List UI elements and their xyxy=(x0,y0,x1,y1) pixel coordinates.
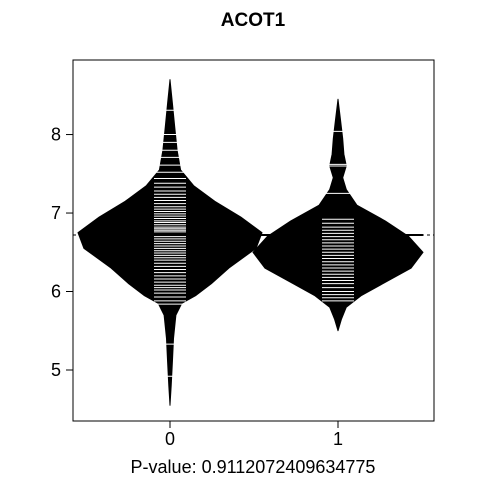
beans-layer xyxy=(73,79,434,406)
bean-1 xyxy=(252,98,424,332)
y-tick-label: 7 xyxy=(51,203,61,223)
bean-density-1 xyxy=(252,98,424,332)
x-tick-label: 0 xyxy=(165,429,175,449)
x-axis-label: P-value: 0.9112072409634775 xyxy=(131,457,376,477)
y-tick-label: 5 xyxy=(51,360,61,380)
bean-density-0 xyxy=(77,79,263,406)
plot-frame xyxy=(72,59,435,422)
chart-title: ACOT1 xyxy=(221,10,286,31)
y-axis: 5 6 7 8 xyxy=(51,125,73,380)
x-tick-label: 1 xyxy=(333,429,343,449)
bean-0 xyxy=(77,79,263,406)
y-tick-label: 6 xyxy=(51,282,61,302)
y-tick-label: 8 xyxy=(51,125,61,145)
